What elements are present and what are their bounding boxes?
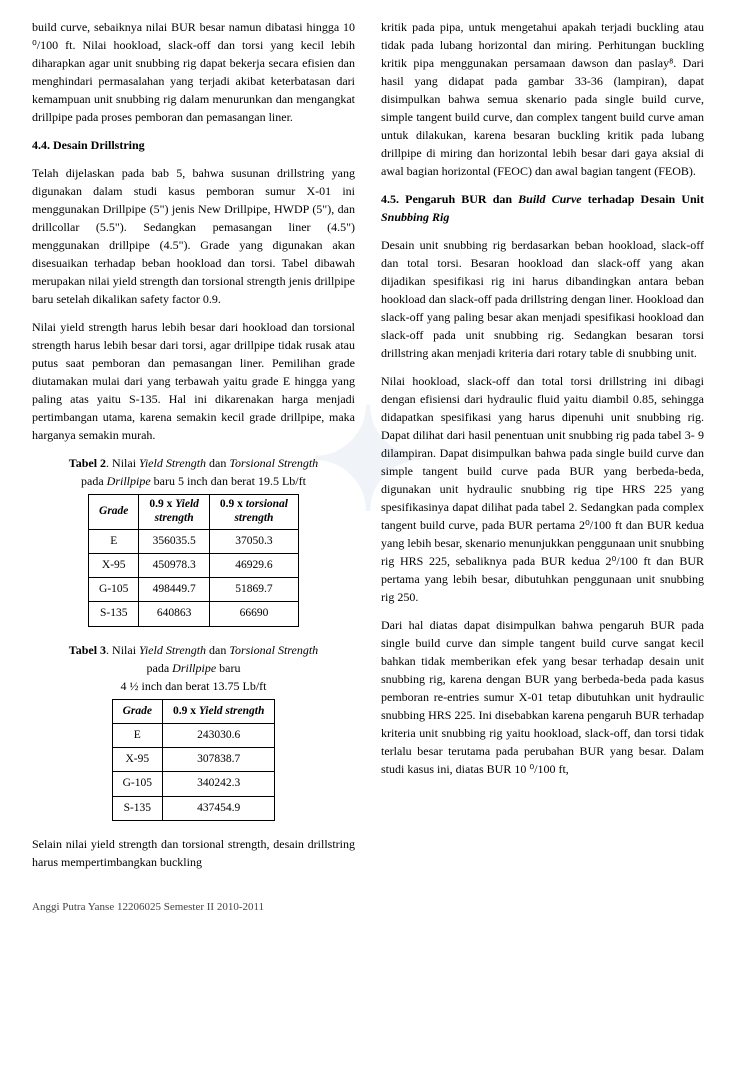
table2-caption: Tabel 2. Nilai Yield Strength dan Torsio… [32, 454, 355, 490]
para-right-1: kritik pada pipa, untuk mengetahui apaka… [381, 18, 704, 180]
table-row: G-105498449.751869.7 [89, 578, 299, 602]
table-row: S-135437454.9 [112, 796, 275, 820]
para-left-2: Telah dijelaskan pada bab 5, bahwa susun… [32, 164, 355, 308]
heading-4-5: 4.5. Pengaruh BUR dan Build Curve terhad… [381, 190, 704, 226]
table2-head-yield: 0.9 x Yield strength [139, 495, 210, 530]
left-column: build curve, sebaiknya nilai BUR besar n… [32, 18, 355, 881]
table-row: X-95450978.346929.6 [89, 553, 299, 577]
para-left-4: Selain nilai yield strength dan torsiona… [32, 835, 355, 871]
table3-head-grade: Grade [112, 699, 162, 723]
table-row: G-105340242.3 [112, 772, 275, 796]
table2-head-torsional: 0.9 x torsional strength [209, 495, 298, 530]
para-left-1: build curve, sebaiknya nilai BUR besar n… [32, 18, 355, 126]
table3-caption: Tabel 3. Nilai Yield Strength dan Torsio… [32, 641, 355, 695]
para-right-4: Dari hal diatas dapat disimpulkan bahwa … [381, 616, 704, 778]
heading-4-4: 4.4. Desain Drillstring [32, 136, 355, 154]
para-right-3: Nilai hookload, slack-off dan total tors… [381, 372, 704, 606]
table3-head-yield: 0.9 x Yield strength [163, 699, 275, 723]
table-row: S-13564086366690 [89, 602, 299, 626]
table-3: Grade 0.9 x Yield strength E243030.6 X-9… [112, 699, 276, 821]
table-row: E356035.537050.3 [89, 529, 299, 553]
table-row: E243030.6 [112, 723, 275, 747]
para-right-2: Desain unit snubbing rig berdasarkan beb… [381, 236, 704, 362]
para-left-3: Nilai yield strength harus lebih besar d… [32, 318, 355, 444]
table-2: Grade 0.9 x Yield strength 0.9 x torsion… [88, 494, 299, 627]
table-row: X-95307838.7 [112, 748, 275, 772]
table2-head-grade: Grade [89, 495, 139, 530]
page-footer: Anggi Putra Yanse 12206025 Semester II 2… [32, 899, 704, 916]
right-column: kritik pada pipa, untuk mengetahui apaka… [381, 18, 704, 881]
